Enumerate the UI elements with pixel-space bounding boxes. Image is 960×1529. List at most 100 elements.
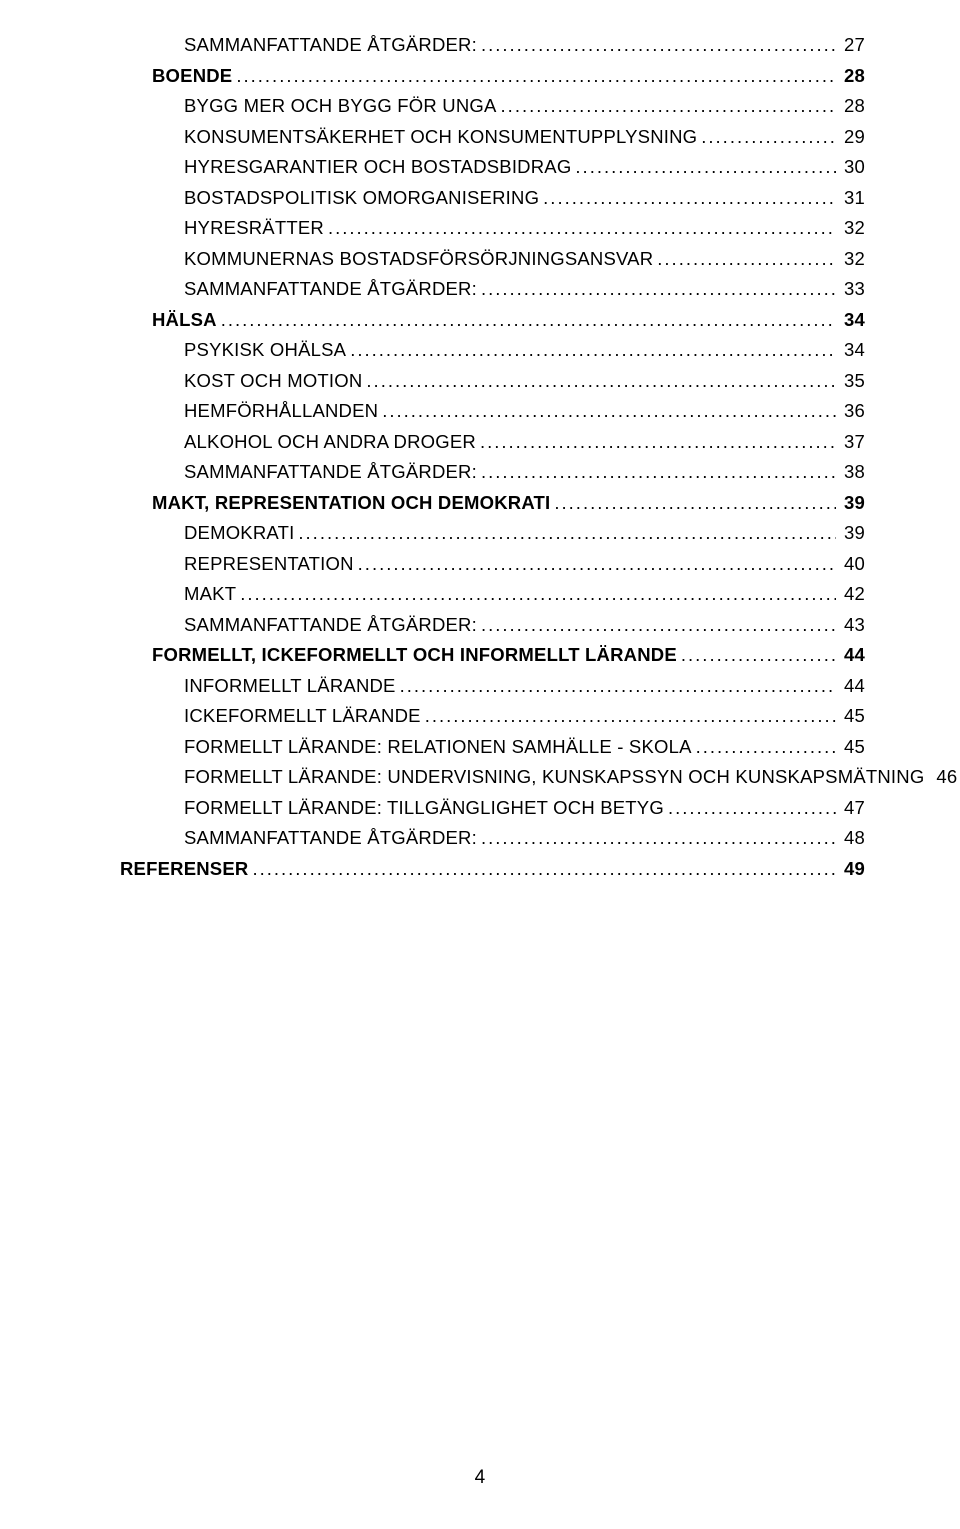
toc-entry: FORMELLT LÄRANDE: TILLGÄNGLIGHET OCH BET… (120, 793, 865, 824)
toc-entry: KOST OCH MOTION 35 (120, 366, 865, 397)
toc-leader-dots (221, 311, 836, 330)
toc-entry: REPRESENTATION 40 (120, 549, 865, 580)
toc-entry-page: 44 (840, 677, 865, 696)
toc-entry-page: 43 (840, 616, 865, 635)
toc-entry-page: 42 (840, 585, 865, 604)
toc-entry-label: HYRESGARANTIER OCH BOSTADSBIDRAG (184, 158, 571, 177)
toc-entry: HÄLSA 34 (120, 305, 865, 336)
toc-entry-label: SAMMANFATTANDE ÅTGÄRDER: (184, 829, 477, 848)
toc-entry-page: 47 (840, 799, 865, 818)
toc-entry-page: 31 (840, 189, 865, 208)
toc-entry: FORMELLT, ICKEFORMELLT OCH INFORMELLT LÄ… (120, 640, 865, 671)
toc-entry-page: 35 (840, 372, 865, 391)
toc-leader-dots (701, 128, 836, 147)
toc-leader-dots (481, 829, 836, 848)
toc-entry-label: FORMELLT LÄRANDE: RELATIONEN SAMHÄLLE - … (184, 738, 692, 757)
toc-entry-label: MAKT, REPRESENTATION OCH DEMOKRATI (152, 494, 550, 513)
toc-leader-dots (501, 97, 836, 116)
toc-entry-page: 45 (840, 707, 865, 726)
document-page: SAMMANFATTANDE ÅTGÄRDER: 27BOENDE 28BYGG… (0, 0, 960, 1529)
toc-leader-dots (668, 799, 836, 818)
toc-entry: MAKT 42 (120, 579, 865, 610)
toc-leader-dots (657, 250, 836, 269)
toc-entry-page: 28 (840, 97, 865, 116)
toc-leader-dots (382, 402, 836, 421)
toc-entry-page: 32 (840, 219, 865, 238)
toc-leader-dots (481, 36, 836, 55)
toc-leader-dots (554, 494, 836, 513)
toc-entry-page: 30 (840, 158, 865, 177)
toc-leader-dots (575, 158, 836, 177)
toc-entry-label: BYGG MER OCH BYGG FÖR UNGA (184, 97, 497, 116)
toc-entry-page: 49 (840, 860, 865, 879)
toc-entry: ICKEFORMELLT LÄRANDE 45 (120, 701, 865, 732)
toc-entry-page: 32 (840, 250, 865, 269)
toc-leader-dots (681, 646, 836, 665)
toc-entry-page: 45 (840, 738, 865, 757)
toc-leader-dots (366, 372, 836, 391)
toc-entry-label: KOST OCH MOTION (184, 372, 362, 391)
toc-entry: KONSUMENTSÄKERHET OCH KONSUMENTUPPLYSNIN… (120, 122, 865, 153)
toc-entry-page: 34 (840, 311, 865, 330)
toc-entry-label: KOMMUNERNAS BOSTADSFÖRSÖRJNINGSANSVAR (184, 250, 653, 269)
toc-entry: DEMOKRATI 39 (120, 518, 865, 549)
toc-entry: SAMMANFATTANDE ÅTGÄRDER: 33 (120, 274, 865, 305)
toc-leader-dots (298, 524, 836, 543)
toc-entry: SAMMANFATTANDE ÅTGÄRDER: 27 (120, 30, 865, 61)
toc-entry-page: 37 (840, 433, 865, 452)
toc-entry-label: KONSUMENTSÄKERHET OCH KONSUMENTUPPLYSNIN… (184, 128, 697, 147)
toc-entry: SAMMANFATTANDE ÅTGÄRDER: 43 (120, 610, 865, 641)
toc-leader-dots (252, 860, 836, 879)
toc-leader-dots (543, 189, 836, 208)
toc-leader-dots (358, 555, 836, 574)
toc-entry-label: SAMMANFATTANDE ÅTGÄRDER: (184, 616, 477, 635)
page-number: 4 (0, 1467, 960, 1489)
table-of-contents: SAMMANFATTANDE ÅTGÄRDER: 27BOENDE 28BYGG… (120, 30, 865, 884)
toc-entry-label: REFERENSER (120, 860, 248, 879)
toc-entry: SAMMANFATTANDE ÅTGÄRDER: 38 (120, 457, 865, 488)
toc-entry-label: HEMFÖRHÅLLANDEN (184, 402, 378, 421)
toc-leader-dots (481, 280, 836, 299)
toc-entry-label: FORMELLT LÄRANDE: TILLGÄNGLIGHET OCH BET… (184, 799, 664, 818)
toc-leader-dots (328, 219, 836, 238)
toc-entry: BOENDE 28 (120, 61, 865, 92)
toc-entry-label: ICKEFORMELLT LÄRANDE (184, 707, 421, 726)
toc-entry-label: FORMELLT, ICKEFORMELLT OCH INFORMELLT LÄ… (152, 646, 677, 665)
toc-entry-page: 39 (840, 494, 865, 513)
toc-entry-label: SAMMANFATTANDE ÅTGÄRDER: (184, 280, 477, 299)
toc-entry-page: 44 (840, 646, 865, 665)
toc-entry: SAMMANFATTANDE ÅTGÄRDER: 48 (120, 823, 865, 854)
toc-leader-dots (696, 738, 836, 757)
toc-entry: BOSTADSPOLITISK OMORGANISERING 31 (120, 183, 865, 214)
toc-entry-page: 40 (840, 555, 865, 574)
toc-entry: INFORMELLT LÄRANDE 44 (120, 671, 865, 702)
toc-entry-page: 29 (840, 128, 865, 147)
toc-leader-dots (240, 585, 836, 604)
toc-entry-label: ALKOHOL OCH ANDRA DROGER (184, 433, 476, 452)
toc-entry: HYRESGARANTIER OCH BOSTADSBIDRAG 30 (120, 152, 865, 183)
toc-entry-page: 36 (840, 402, 865, 421)
toc-entry: FORMELLT LÄRANDE: RELATIONEN SAMHÄLLE - … (120, 732, 865, 763)
toc-leader-dots (480, 433, 836, 452)
toc-leader-dots (481, 616, 836, 635)
toc-leader-dots (350, 341, 836, 360)
toc-entry-page: 39 (840, 524, 865, 543)
toc-entry-page: 28 (840, 67, 865, 86)
toc-entry-page: 33 (840, 280, 865, 299)
toc-entry-label: BOENDE (152, 67, 232, 86)
toc-entry-label: MAKT (184, 585, 236, 604)
toc-entry-label: DEMOKRATI (184, 524, 294, 543)
toc-entry-label: INFORMELLT LÄRANDE (184, 677, 396, 696)
toc-entry-label: PSYKISK OHÄLSA (184, 341, 346, 360)
toc-entry-label: SAMMANFATTANDE ÅTGÄRDER: (184, 463, 477, 482)
toc-entry: BYGG MER OCH BYGG FÖR UNGA 28 (120, 91, 865, 122)
toc-entry: MAKT, REPRESENTATION OCH DEMOKRATI 39 (120, 488, 865, 519)
toc-entry: HEMFÖRHÅLLANDEN 36 (120, 396, 865, 427)
toc-entry-label: HÄLSA (152, 311, 217, 330)
toc-entry-label: BOSTADSPOLITISK OMORGANISERING (184, 189, 539, 208)
toc-leader-dots (481, 463, 836, 482)
toc-entry: ALKOHOL OCH ANDRA DROGER 37 (120, 427, 865, 458)
toc-entry: FORMELLT LÄRANDE: UNDERVISNING, KUNSKAPS… (120, 762, 865, 793)
toc-entry: KOMMUNERNAS BOSTADSFÖRSÖRJNINGSANSVAR 32 (120, 244, 865, 275)
toc-entry-page: 38 (840, 463, 865, 482)
